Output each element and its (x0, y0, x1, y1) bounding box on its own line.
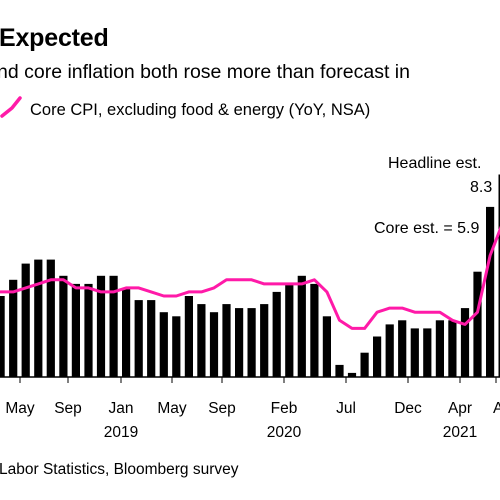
bar-headline (260, 304, 269, 377)
bar-headline (21, 263, 30, 377)
annotation-headline: Headline est. (388, 155, 481, 172)
x-tick-label: Jan (109, 400, 134, 417)
x-tick-label: Jul (336, 400, 356, 417)
bar-headline (272, 291, 281, 377)
bar-headline (498, 174, 500, 377)
bar-headline (147, 300, 156, 378)
bar-headline (159, 312, 168, 377)
bar-headline (235, 308, 244, 377)
bars-headline (0, 174, 500, 378)
bar-headline (347, 372, 357, 377)
bar-headline (122, 287, 131, 377)
x-tick-labels: May Sep Jan May Sep Feb Jul Dec Apr A (5, 400, 500, 417)
bar-headline (172, 316, 181, 378)
bar-headline (109, 275, 118, 378)
year-label: 2019 (104, 424, 138, 441)
bar-headline (0, 296, 5, 377)
bar-headline (9, 279, 18, 377)
bar-headline (297, 275, 306, 378)
bar-headline (360, 352, 369, 377)
legend-swatch-core (0, 96, 22, 118)
x-tick-label: May (157, 400, 187, 417)
bar-headline (71, 283, 80, 377)
bar-headline (134, 300, 143, 378)
legend-label-core: Core CPI, excluding food & energy (YoY, … (30, 100, 371, 119)
x-ticks (19, 377, 497, 383)
bar-headline (423, 328, 432, 377)
source-note: Labor Statistics, Bloomberg survey (0, 461, 239, 478)
bar-headline (322, 316, 331, 378)
bar-headline (59, 275, 68, 378)
bar-headline (335, 364, 344, 378)
bar-headline (473, 271, 482, 377)
bar-headline (184, 296, 193, 377)
x-tick-label: A (493, 400, 500, 417)
bar-headline (435, 320, 444, 377)
bar-headline (398, 320, 407, 377)
bar-headline (247, 308, 256, 377)
bar-headline (96, 275, 106, 378)
x-tick-label: Sep (208, 400, 236, 417)
bar-headline (385, 324, 394, 377)
x-tick-label: Feb (271, 400, 298, 417)
bar-headline (197, 304, 206, 377)
chart-subtitle: nd core inflation both rose more than fo… (0, 61, 410, 83)
bar-headline (46, 259, 55, 378)
bar-headline (310, 283, 319, 377)
chart-title: Expected (0, 24, 109, 52)
bar-headline (410, 328, 419, 377)
bar-headline (84, 283, 93, 377)
year-label: 2021 (443, 424, 477, 441)
bar-headline (373, 336, 382, 377)
series-line-core (0, 225, 500, 330)
bar-headline (486, 206, 495, 377)
bar-headline (448, 320, 457, 377)
bar-headline (222, 304, 231, 377)
bar-headline (34, 259, 43, 378)
x-tick-label: Sep (54, 400, 82, 417)
bar-headline (460, 308, 470, 377)
x-tick-label: Dec (394, 400, 422, 417)
bar-headline (285, 283, 294, 377)
x-tick-label: Apr (448, 400, 472, 417)
annotation-core: Core est. = 5.9 (374, 220, 479, 237)
year-labels: 2019 2020 2021 (104, 424, 477, 441)
x-tick-label: May (5, 400, 35, 417)
legend: Core CPI, excluding food & energy (YoY, … (0, 96, 370, 124)
bar-headline (209, 312, 219, 377)
year-label: 2020 (267, 424, 302, 441)
annotation-headline-value: 8.3 (470, 179, 492, 196)
